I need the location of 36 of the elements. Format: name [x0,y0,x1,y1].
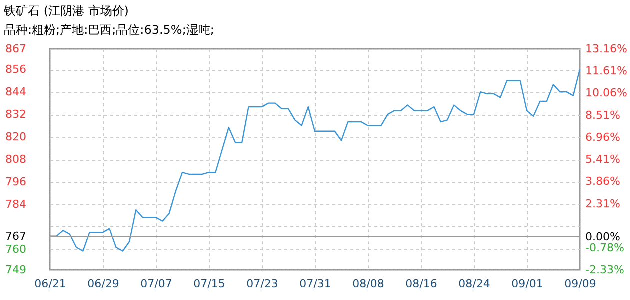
chart-subtitle: 品种:粗粉;产地:巴西;品位:63.5%;湿吨; [4,23,214,37]
y-tick-label: 832 [6,108,26,122]
x-tick-label: 08/08 [352,278,384,290]
y-tick-label: 767 [6,230,26,243]
y2-tick-label: 13.16% [586,42,628,56]
y2-tick-label: 2.31% [586,197,620,210]
x-tick-label: 07/31 [300,278,332,290]
y-tick-label: 856 [6,63,26,76]
y2-tick-label: 3.86% [586,175,620,188]
y-tick-label: 784 [6,198,26,211]
line-series [49,69,581,252]
y2-tick-label: 0.00% [586,230,620,244]
x-tick-label: 08/16 [406,278,438,290]
y2-tick-label: 11.61% [586,64,628,78]
y2-tick-label: 6.96% [586,130,620,144]
y-tick-label: 749 [6,264,26,276]
y-tick-label: 844 [6,86,26,99]
y2-tick-label: 5.41% [586,153,620,166]
chart-title: 铁矿石 (江阴港 市场价) [3,4,129,18]
y2-tick-label: -2.33% [586,264,624,276]
x-tick-label: 07/07 [140,278,172,290]
y-tick-label: 867 [6,42,26,56]
y-tick-label: 820 [6,130,26,144]
x-tick-label: 07/15 [194,278,226,290]
x-tick-label: 08/24 [458,278,490,290]
y2-tick-label: 10.06% [586,86,628,100]
x-tick-label: 09/09 [564,278,596,290]
y2-tick-label: -0.78% [586,241,624,254]
y-tick-label: 808 [6,153,26,166]
y-tick-label: 760 [6,242,26,256]
x-tick-label: 09/01 [512,278,544,290]
y-tick-label: 796 [6,175,26,188]
x-tick-label: 06/29 [88,278,120,290]
y2-tick-label: 8.51% [586,108,620,122]
x-tick-label: 06/21 [34,278,66,290]
x-tick-label: 07/23 [246,278,278,290]
